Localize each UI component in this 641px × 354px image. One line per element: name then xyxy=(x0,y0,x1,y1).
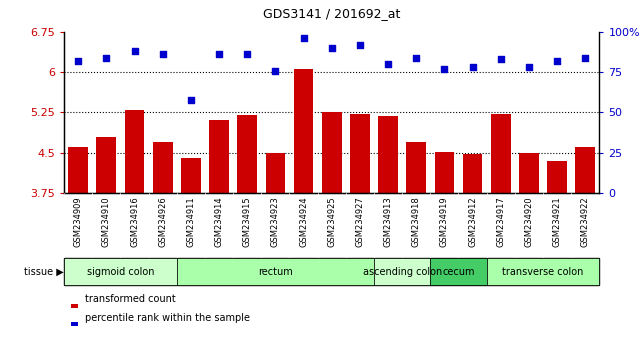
Point xyxy=(580,55,590,61)
Text: percentile rank within the sample: percentile rank within the sample xyxy=(85,313,249,322)
Point xyxy=(186,97,196,102)
Bar xyxy=(294,69,313,193)
Bar xyxy=(491,114,511,193)
Text: GSM234917: GSM234917 xyxy=(496,196,505,247)
Bar xyxy=(237,115,257,193)
Bar xyxy=(209,120,229,193)
Bar xyxy=(487,258,599,285)
Point xyxy=(73,58,83,64)
Point xyxy=(439,66,449,72)
Text: GSM234921: GSM234921 xyxy=(553,196,562,247)
Point xyxy=(383,61,393,67)
Text: GSM234913: GSM234913 xyxy=(383,196,392,247)
Bar xyxy=(322,113,342,193)
Text: ascending colon: ascending colon xyxy=(363,267,442,277)
Text: GSM234919: GSM234919 xyxy=(440,196,449,247)
Text: GSM234914: GSM234914 xyxy=(215,196,224,247)
Bar xyxy=(435,152,454,193)
Point xyxy=(495,56,506,62)
Bar xyxy=(64,258,177,285)
Bar xyxy=(69,147,88,193)
Point xyxy=(214,52,224,57)
Bar xyxy=(463,154,483,193)
Text: GSM234915: GSM234915 xyxy=(243,196,252,247)
Point xyxy=(411,55,421,61)
Text: GSM234911: GSM234911 xyxy=(187,196,196,247)
Bar xyxy=(378,116,398,193)
Text: GSM234912: GSM234912 xyxy=(468,196,477,247)
Point xyxy=(158,52,168,57)
Text: transformed count: transformed count xyxy=(85,294,176,304)
Bar xyxy=(374,258,430,285)
Text: GSM234910: GSM234910 xyxy=(102,196,111,247)
Point xyxy=(242,52,253,57)
Text: GSM234909: GSM234909 xyxy=(74,196,83,247)
Text: sigmoid colon: sigmoid colon xyxy=(87,267,154,277)
Text: GSM234923: GSM234923 xyxy=(271,196,280,247)
Text: GSM234920: GSM234920 xyxy=(524,196,533,247)
Point xyxy=(467,64,478,70)
Text: GSM234925: GSM234925 xyxy=(327,196,337,247)
Text: transverse colon: transverse colon xyxy=(503,267,584,277)
Text: GSM234926: GSM234926 xyxy=(158,196,167,247)
Text: cecum: cecum xyxy=(442,267,475,277)
Bar xyxy=(430,258,487,285)
Bar xyxy=(181,158,201,193)
Text: GSM234918: GSM234918 xyxy=(412,196,420,247)
Text: GDS3141 / 201692_at: GDS3141 / 201692_at xyxy=(263,7,401,20)
Text: GSM234924: GSM234924 xyxy=(299,196,308,247)
Bar xyxy=(519,153,539,193)
Bar xyxy=(547,161,567,193)
Bar xyxy=(350,114,370,193)
Point xyxy=(129,48,140,54)
Text: GSM234916: GSM234916 xyxy=(130,196,139,247)
Point xyxy=(101,55,112,61)
Text: GSM234922: GSM234922 xyxy=(581,196,590,247)
Bar xyxy=(153,142,172,193)
Point xyxy=(552,58,562,64)
Bar xyxy=(406,142,426,193)
Bar xyxy=(265,153,285,193)
Point xyxy=(271,68,281,73)
Bar xyxy=(177,258,374,285)
Point xyxy=(524,64,534,70)
Point xyxy=(327,45,337,51)
Bar xyxy=(124,110,144,193)
Bar xyxy=(97,137,116,193)
Point xyxy=(299,35,309,41)
Bar xyxy=(576,147,595,193)
Text: rectum: rectum xyxy=(258,267,293,277)
Text: tissue ▶: tissue ▶ xyxy=(24,267,63,277)
Text: GSM234927: GSM234927 xyxy=(355,196,364,247)
Point xyxy=(354,42,365,47)
